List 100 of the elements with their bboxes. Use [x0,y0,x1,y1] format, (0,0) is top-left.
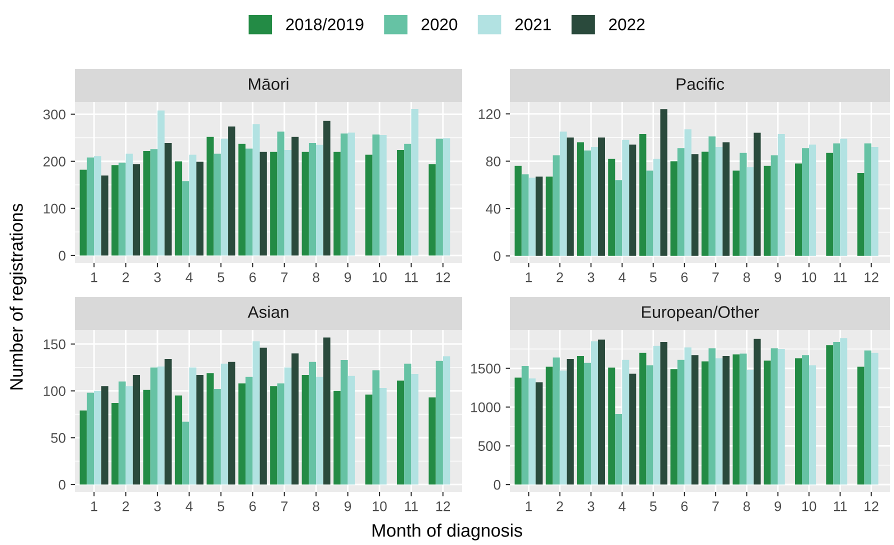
y-tick-label: 100 [44,386,66,396]
chart-title: Pacific [676,78,724,90]
bar [566,138,574,256]
bar [608,368,616,485]
bar [436,360,443,485]
bar [284,367,292,485]
bar [132,374,140,485]
y-tick-label: 1000 [471,402,500,412]
bar [746,370,754,485]
bar [552,155,560,256]
bar [629,374,636,485]
bar [365,394,372,485]
bar [292,353,299,485]
bar [639,352,646,485]
bar [150,367,158,485]
x-tick-label: 11 [834,272,847,282]
bar [684,129,692,256]
y-tick-label: 0 [494,480,500,490]
bar [292,136,299,256]
x-tick-label: 4 [186,272,193,282]
bar [536,176,543,256]
legend-label: 2018/2019 [286,18,364,30]
x-tick-label: 9 [344,272,352,282]
legend-label: 2022 [609,18,644,30]
bar [590,146,598,256]
bar [118,382,126,485]
y-tick-label: 0 [58,480,66,490]
bar [323,120,330,256]
bar [411,374,418,485]
x-tick-label: 1 [91,272,98,282]
bar [372,370,380,485]
y-tick-label: 50 [51,433,66,443]
bar [622,360,630,485]
bar [214,388,221,485]
bar [182,422,190,485]
bar [277,383,284,485]
x-tick-label: 8 [312,501,320,512]
bar [302,152,309,256]
y-tick-label: 200 [44,156,66,166]
bar [590,341,598,485]
bar [252,341,260,485]
y-tick-label: 0 [58,250,66,261]
bar [157,366,165,485]
x-tick-label: 7 [281,502,288,512]
y-tick-label: 500 [478,441,500,451]
bar [428,164,436,256]
bar [826,345,834,485]
bar [584,150,591,256]
bar [809,365,816,485]
bar [308,362,316,485]
bar [334,390,341,485]
bar [546,176,553,256]
bar [396,380,404,485]
x-tick-label: 10 [802,272,816,282]
y-tick-label: 150 [44,339,66,350]
bar [404,144,412,256]
x-tick-label: 3 [588,272,594,282]
bar [284,150,292,256]
bar [677,148,684,256]
bar [228,126,236,256]
bar [189,154,196,256]
bar [809,144,816,256]
y-tick-label: 1500 [471,364,500,374]
bar [228,362,236,485]
x-tick-label: 6 [249,272,256,282]
bar [732,170,740,256]
bar [653,346,660,485]
bar [126,386,133,485]
bar [716,146,723,256]
bar [708,136,716,256]
legend-label: 2020 [422,18,458,30]
x-tick-label: 4 [618,272,626,282]
bar [670,369,678,485]
x-tick-label: 2 [556,272,563,282]
bar [522,366,529,485]
bar [528,378,536,485]
bar [308,142,316,256]
bar [833,342,840,485]
x-tick-label: 10 [372,501,387,512]
bar [722,356,730,485]
bar [126,154,133,256]
chart-title: European/Other [642,306,760,322]
bar [708,348,716,485]
bar [80,410,87,485]
x-tick-label: 6 [681,501,688,512]
y-tick-label: 40 [486,204,500,214]
bar [778,134,785,256]
x-tick-label: 5 [218,502,224,512]
chart-title: Asian [248,306,288,318]
bar [622,140,630,256]
bar [536,382,543,485]
bar [740,152,747,256]
bar [576,356,584,485]
bar [629,144,636,256]
bar [840,138,848,256]
bar [220,364,228,485]
x-tick-label: 2 [556,501,563,512]
bar [174,396,182,485]
bar [196,162,204,256]
x-tick-label: 3 [588,501,594,512]
